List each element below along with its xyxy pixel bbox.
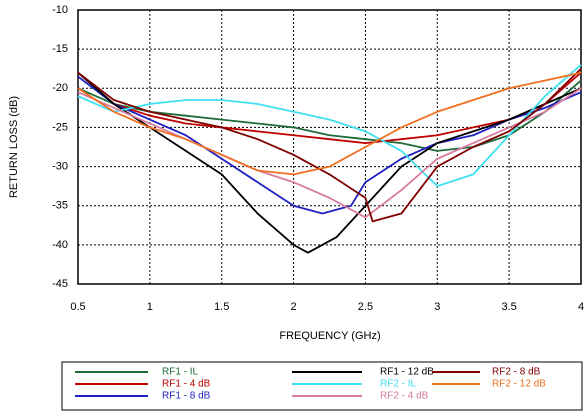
legend-label: RF1 - 8 dB <box>162 391 211 402</box>
x-tick-label: 0.5 <box>70 301 85 313</box>
legend-label: RF2 - IL <box>380 379 417 390</box>
legend-box <box>61 361 583 411</box>
series-line <box>77 64 582 188</box>
legend-label: RF2 - 12 dB <box>492 379 546 390</box>
y-tick-label: -15 <box>52 43 68 55</box>
x-tick-label: 4 <box>578 301 584 313</box>
x-tick-label: 2 <box>291 301 297 313</box>
series-line <box>77 71 582 254</box>
plot-frame <box>77 9 582 285</box>
x-tick-label: 2.5 <box>358 301 373 313</box>
x-tick-label: 1.5 <box>214 301 229 313</box>
series-line <box>77 68 582 223</box>
y-tick-label: -20 <box>52 82 68 94</box>
y-tick-label: -45 <box>52 278 68 290</box>
x-tick-label: 3 <box>434 301 440 313</box>
y-tick-label: -25 <box>52 121 68 133</box>
y-axis-label: RETURN LOSS (dB) <box>8 96 20 198</box>
legend-label: RF1 - 12 dB <box>380 367 434 378</box>
y-tick-label: -35 <box>52 200 68 212</box>
x-axis-label: FREQUENCY (GHz) <box>279 330 380 342</box>
series-line <box>77 87 582 219</box>
legend-label: RF2 - 8 dB <box>492 367 541 378</box>
series-line <box>77 75 582 215</box>
legend-label: RF1 - IL <box>162 367 199 378</box>
series-line <box>77 71 582 176</box>
legend-label: RF1 - 4 dB <box>162 379 211 390</box>
legend-label: RF2 - 4 dB <box>380 391 429 402</box>
y-tick-label: -10 <box>52 4 68 16</box>
y-tick-label: -30 <box>52 160 68 172</box>
x-tick-label: 1 <box>147 301 153 313</box>
series-line <box>77 71 582 144</box>
x-tick-label: 3.5 <box>501 301 516 313</box>
series-line <box>77 79 582 152</box>
y-tick-label: -40 <box>52 239 68 251</box>
